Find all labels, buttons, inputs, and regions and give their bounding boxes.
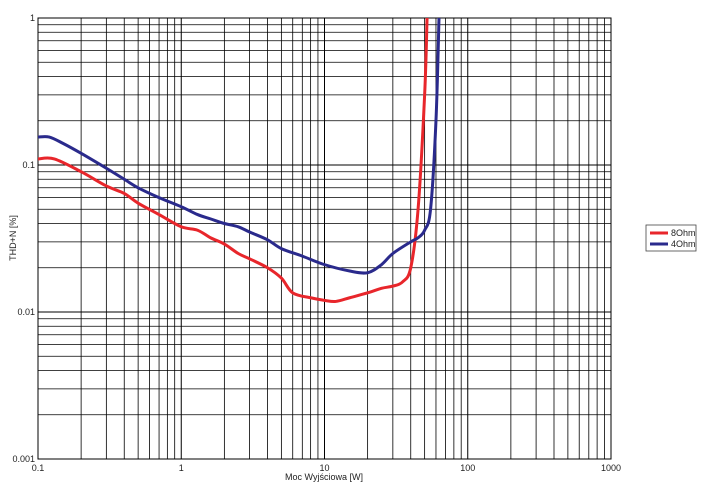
series-line-4ohm [37,17,441,275]
x-tick-label: 10 [319,463,329,473]
series-line-8ohm [37,17,429,304]
x-tick-label: 1 [179,463,184,473]
y-axis-label: THD+N [%] [8,215,18,261]
y-tick-label: 1 [30,13,35,23]
y-tick-label: 0.01 [17,307,35,317]
x-tick-label: 0.1 [32,463,45,473]
legend-box [645,224,697,252]
x-tick-label: 100 [460,463,475,473]
legend-label-8ohm: 8Ohm [671,228,696,238]
x-tick-labels: 0.1 1 10 100 1000 [32,463,621,473]
y-tick-labels: 0.001 0.01 0.1 1 [12,13,35,464]
legend-label-4ohm: 4Ohm [671,239,696,249]
y-tick-label: 0.001 [12,454,35,464]
x-tick-label: 1000 [601,463,621,473]
y-tick-label: 0.1 [22,160,35,170]
plot-border [37,17,612,460]
x-axis-label: Moc Wyjściowa [W] [285,472,363,482]
legend: 8Ohm 4Ohm [645,224,697,252]
series-layer [37,17,441,304]
grid-lines [37,18,611,460]
